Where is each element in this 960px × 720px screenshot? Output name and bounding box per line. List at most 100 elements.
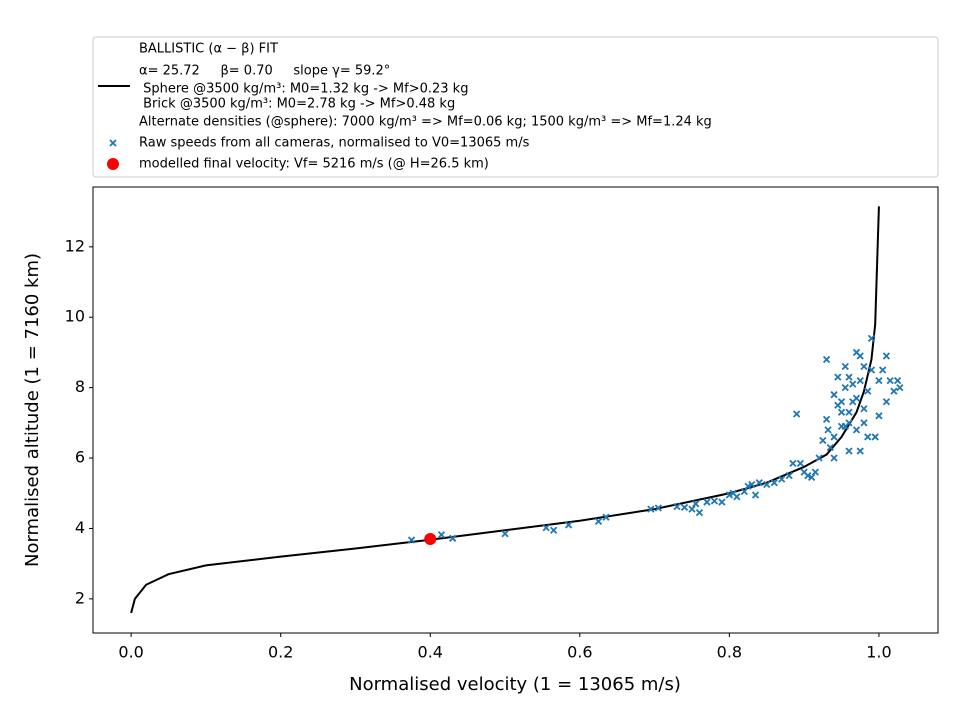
data-point bbox=[822, 415, 831, 423]
data-point bbox=[852, 394, 861, 402]
data-point bbox=[755, 479, 763, 487]
y-tick-label: 12 bbox=[65, 236, 85, 255]
legend-label: Brick @3500 kg/m³: M0=2.78 kg -> Mf>0.48… bbox=[139, 97, 455, 112]
legend-label: modelled final velocity: Vf= 5216 m/s (@… bbox=[139, 157, 489, 172]
data-point bbox=[424, 533, 437, 546]
data-point bbox=[407, 536, 416, 544]
data-point bbox=[748, 480, 756, 489]
data-point bbox=[837, 398, 846, 406]
data-point bbox=[703, 498, 711, 506]
legend-box bbox=[92, 36, 939, 178]
data-point bbox=[602, 513, 610, 521]
data-point bbox=[819, 436, 827, 445]
data-point bbox=[852, 426, 861, 434]
data-point bbox=[837, 408, 846, 416]
data-point bbox=[841, 422, 849, 431]
data-point bbox=[896, 384, 904, 392]
data-point bbox=[751, 491, 760, 499]
data-point bbox=[849, 380, 857, 388]
data-point bbox=[770, 479, 778, 487]
data-point bbox=[785, 472, 793, 480]
x-tick-label: 1.0 bbox=[866, 643, 891, 662]
data-point bbox=[680, 503, 689, 511]
x-tick-label: 0.6 bbox=[567, 643, 592, 662]
data-point bbox=[815, 454, 823, 462]
data-point bbox=[654, 504, 662, 512]
data-point bbox=[807, 473, 816, 482]
data-point bbox=[879, 366, 887, 374]
y-tick-label: 2 bbox=[75, 588, 85, 607]
legend-label: Raw speeds from all cameras, normalised … bbox=[139, 136, 530, 151]
data-point bbox=[856, 447, 864, 455]
data-point bbox=[804, 472, 812, 480]
y-axis-label: Normalised altitude (1 = 7160 km) bbox=[22, 253, 43, 567]
data-point bbox=[692, 500, 700, 508]
legend-label: α= 25.72 β= 0.70 slope γ= 59.2° bbox=[139, 64, 390, 79]
data-point bbox=[860, 405, 868, 413]
data-point bbox=[811, 468, 819, 476]
x-tick-label: 0.8 bbox=[717, 643, 742, 662]
legend-swatch bbox=[107, 158, 119, 170]
data-point bbox=[875, 376, 883, 385]
data-point bbox=[763, 480, 771, 489]
data-point bbox=[501, 530, 509, 538]
x-axis-label: Normalised velocity (1 = 13065 m/s) bbox=[349, 674, 681, 695]
data-point bbox=[841, 384, 849, 392]
data-point bbox=[875, 412, 883, 420]
legend-label: Sphere @3500 kg/m³: M0=1.32 kg -> Mf>0.2… bbox=[139, 82, 468, 97]
data-point bbox=[695, 508, 704, 517]
data-point bbox=[845, 447, 853, 455]
data-point bbox=[830, 391, 838, 399]
data-point bbox=[542, 524, 550, 532]
data-point bbox=[740, 487, 748, 496]
x-tick-label: 0.0 bbox=[118, 643, 143, 662]
data-point bbox=[845, 373, 853, 381]
data-point bbox=[830, 433, 838, 441]
x-tick-label: 0.4 bbox=[418, 643, 443, 662]
y-tick-label: 6 bbox=[75, 448, 85, 467]
data-point bbox=[688, 505, 696, 513]
data-point bbox=[834, 373, 842, 381]
data-point bbox=[733, 493, 741, 501]
data-point bbox=[718, 498, 726, 506]
data-point bbox=[867, 334, 876, 343]
data-point bbox=[789, 459, 797, 467]
legend-label: BALLISTIC (α − β) FIT bbox=[139, 42, 278, 57]
data-point bbox=[793, 410, 801, 418]
fit-line bbox=[130, 206, 880, 614]
data-point bbox=[893, 376, 902, 385]
data-point bbox=[845, 408, 853, 416]
y-tick-label: 10 bbox=[65, 307, 85, 326]
data-point bbox=[796, 459, 805, 467]
x-tick-label: 0.2 bbox=[268, 643, 293, 662]
data-point bbox=[710, 497, 719, 505]
data-point bbox=[673, 502, 681, 511]
y-tick-label: 8 bbox=[75, 377, 85, 396]
data-point bbox=[826, 443, 834, 452]
data-point bbox=[871, 433, 879, 441]
data-point bbox=[647, 505, 655, 513]
data-point bbox=[449, 534, 457, 542]
data-point bbox=[822, 355, 831, 364]
plot-frame bbox=[92, 186, 939, 634]
data-point bbox=[856, 376, 864, 385]
data-point bbox=[860, 362, 868, 371]
legend-swatch bbox=[109, 139, 117, 147]
data-point bbox=[860, 419, 868, 427]
data-point bbox=[744, 482, 752, 490]
data-point bbox=[867, 366, 876, 374]
data-point bbox=[890, 387, 898, 395]
data-point bbox=[725, 491, 734, 499]
y-tick-label: 4 bbox=[75, 518, 85, 537]
data-point bbox=[778, 475, 786, 483]
data-point bbox=[594, 517, 603, 526]
data-point bbox=[882, 398, 891, 406]
data-point bbox=[864, 433, 872, 441]
data-point bbox=[852, 348, 861, 357]
data-point bbox=[864, 387, 872, 395]
data-point bbox=[886, 376, 894, 385]
data-point bbox=[882, 352, 891, 360]
data-point bbox=[841, 362, 849, 371]
